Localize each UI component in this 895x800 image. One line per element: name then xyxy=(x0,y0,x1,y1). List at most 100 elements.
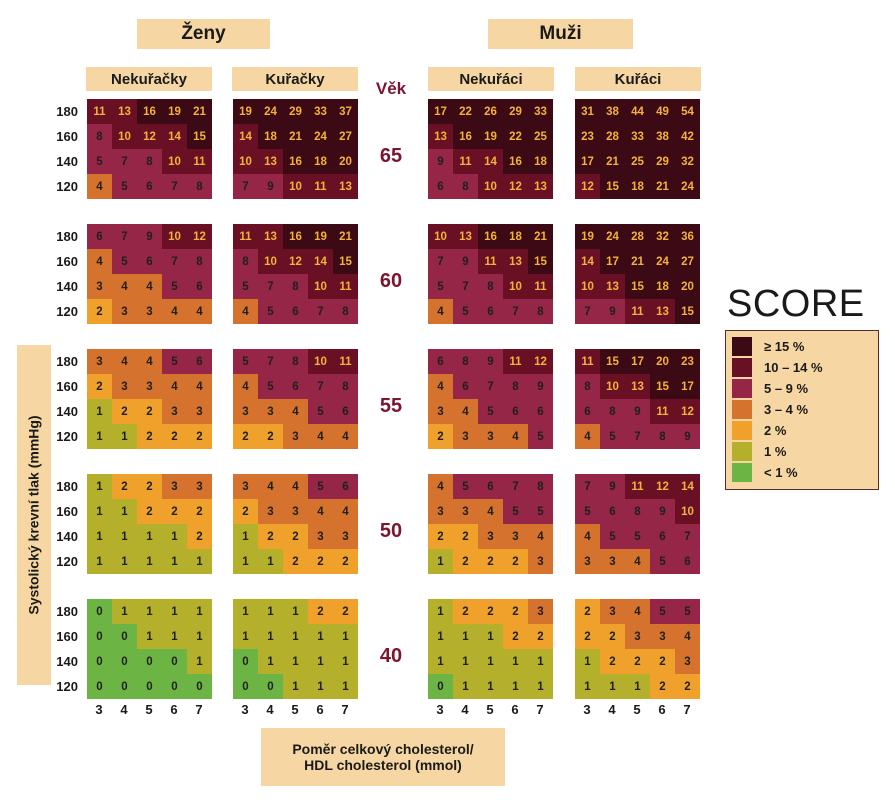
heatmap-cell: 1 xyxy=(283,599,308,624)
panel-2-age-55: 6 8 9 11 12 4 6 7 8 9 3 4 5 6 6 2 3 3 4 5 xyxy=(428,349,553,449)
heatmap-cell: 0 xyxy=(112,624,137,649)
heatmap-cell: 1 xyxy=(333,674,358,699)
legend-swatch xyxy=(732,421,752,440)
heatmap-cell: 14 xyxy=(478,149,503,174)
heatmap-cell: 24 xyxy=(600,224,625,249)
heatmap-cell: 12 xyxy=(528,349,553,374)
x-tick-label: 4 xyxy=(120,702,128,717)
heatmap-cell: 11 xyxy=(308,174,333,199)
heatmap-cell: 9 xyxy=(428,149,453,174)
heatmap-cell: 1 xyxy=(258,649,283,674)
heatmap-cell: 44 xyxy=(625,99,650,124)
heatmap-cell: 11 xyxy=(453,149,478,174)
heatmap-cell: 1 xyxy=(600,674,625,699)
heatmap-cell: 8 xyxy=(187,174,212,199)
heatmap-cell: 2 xyxy=(428,424,453,449)
heatmap-cell: 5 xyxy=(162,349,187,374)
heatmap-cell: 2 xyxy=(87,299,112,324)
y-tick-label: 180 xyxy=(56,604,78,619)
heatmap-cell: 7 xyxy=(308,299,333,324)
y-tick-label: 140 xyxy=(56,529,78,544)
heatmap-cell: 2 xyxy=(308,599,333,624)
panel-1-age-60: 11 13 16 19 21 8 10 12 14 15 5 7 8 10 11 4 5 6 7 8 xyxy=(233,224,358,324)
heatmap-cell: 11 xyxy=(87,99,112,124)
y-tick-label: 160 xyxy=(56,379,78,394)
heatmap-cell: 5 xyxy=(625,524,650,549)
heatmap-cell: 19 xyxy=(233,99,258,124)
heatmap-cell: 13 xyxy=(258,224,283,249)
heatmap-cell: 3 xyxy=(137,299,162,324)
heatmap-cell: 13 xyxy=(453,224,478,249)
heatmap-cell: 7 xyxy=(162,249,187,274)
heatmap-cell: 8 xyxy=(283,274,308,299)
heatmap-cell: 1 xyxy=(112,549,137,574)
heatmap-cell: 18 xyxy=(258,124,283,149)
heatmap-cell: 10 xyxy=(478,174,503,199)
heatmap-cell: 19 xyxy=(478,124,503,149)
heatmap-cell: 3 xyxy=(428,499,453,524)
heatmap-cell: 3 xyxy=(478,424,503,449)
panel-3-age-50: 7 9 11 12 14 5 6 8 9 10 4 5 5 6 7 3 3 4 5 6 xyxy=(575,474,700,574)
heatmap-cell: 16 xyxy=(453,124,478,149)
heatmap-cell: 7 xyxy=(503,474,528,499)
heatmap-cell: 1 xyxy=(258,599,283,624)
heatmap-cell: 7 xyxy=(675,524,700,549)
heatmap-cell: 6 xyxy=(333,399,358,424)
y-tick-label: 160 xyxy=(56,629,78,644)
heatmap-cell: 5 xyxy=(528,499,553,524)
heatmap-cell: 1 xyxy=(428,599,453,624)
heatmap-cell: 18 xyxy=(308,149,333,174)
y-tick-label: 120 xyxy=(56,554,78,569)
heatmap-cell: 4 xyxy=(428,374,453,399)
y-tick-label: 120 xyxy=(56,429,78,444)
legend-label: 5 – 9 % xyxy=(764,381,809,396)
heatmap-cell: 7 xyxy=(625,424,650,449)
x-tick-label: 5 xyxy=(486,702,494,717)
heatmap-cell: 32 xyxy=(675,149,700,174)
heatmap-cell: 2 xyxy=(258,524,283,549)
heatmap-cell: 8 xyxy=(87,124,112,149)
heatmap-cell: 1 xyxy=(233,549,258,574)
heatmap-cell: 15 xyxy=(187,124,212,149)
panel-3-age-65: 31 38 44 49 54 23 28 33 38 42 17 21 25 29 32 12 15 18 21 24 xyxy=(575,99,700,199)
heatmap-cell: 18 xyxy=(625,174,650,199)
heatmap-cell: 2 xyxy=(283,524,308,549)
heatmap-cell: 2 xyxy=(575,599,600,624)
heatmap-cell: 2 xyxy=(453,549,478,574)
heatmap-cell: 6 xyxy=(478,474,503,499)
heatmap-cell: 8 xyxy=(600,399,625,424)
header-kuraci: Kuřáci xyxy=(575,67,701,91)
heatmap-cell: 3 xyxy=(675,649,700,674)
y-axis-title: Systolický krevní tlak (mmHg) xyxy=(17,345,51,685)
heatmap-cell: 13 xyxy=(600,274,625,299)
heatmap-cell: 21 xyxy=(528,224,553,249)
heatmap-cell: 25 xyxy=(625,149,650,174)
heatmap-cell: 14 xyxy=(675,474,700,499)
heatmap-cell: 2 xyxy=(137,399,162,424)
heatmap-cell: 1 xyxy=(453,624,478,649)
age-label-65: 65 xyxy=(379,145,403,167)
heatmap-cell: 21 xyxy=(625,249,650,274)
heatmap-cell: 7 xyxy=(308,374,333,399)
heatmap-cell: 5 xyxy=(478,399,503,424)
heatmap-cell: 1 xyxy=(233,624,258,649)
legend-swatch xyxy=(732,442,752,461)
heatmap-cell: 1 xyxy=(187,649,212,674)
heatmap-cell: 1 xyxy=(258,624,283,649)
legend-item: 10 – 14 % xyxy=(732,358,823,377)
heatmap-cell: 20 xyxy=(675,274,700,299)
heatmap-cell: 6 xyxy=(428,174,453,199)
y-tick-label: 160 xyxy=(56,254,78,269)
heatmap-cell: 11 xyxy=(503,349,528,374)
legend-item: ≥ 15 % xyxy=(732,337,804,356)
heatmap-cell: 1 xyxy=(453,649,478,674)
heatmap-cell: 6 xyxy=(187,274,212,299)
heatmap-cell: 1 xyxy=(233,599,258,624)
x-tick-label: 4 xyxy=(266,702,274,717)
heatmap-cell: 29 xyxy=(283,99,308,124)
heatmap-cell: 2 xyxy=(650,649,675,674)
heatmap-cell: 2 xyxy=(575,624,600,649)
heatmap-cell: 10 xyxy=(112,124,137,149)
heatmap-cell: 10 xyxy=(675,499,700,524)
